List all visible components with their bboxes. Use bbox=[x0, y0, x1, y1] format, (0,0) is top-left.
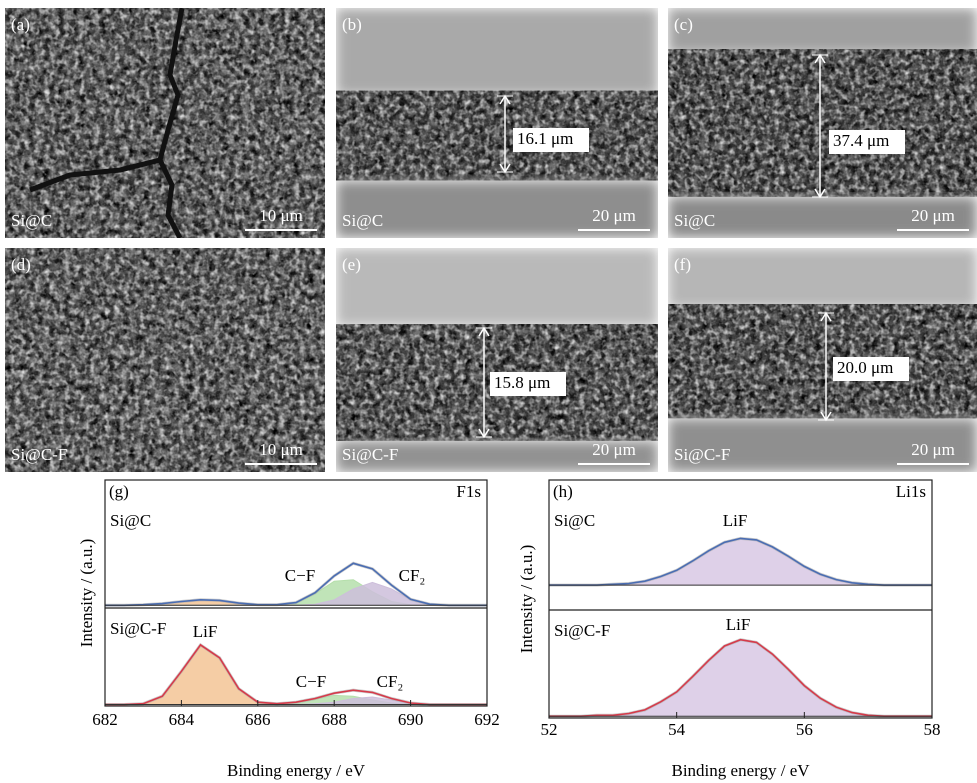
spectrum-title: F1s bbox=[456, 482, 481, 501]
x-tick-label: 684 bbox=[169, 710, 195, 729]
thickness-label: 37.4 μm bbox=[833, 131, 889, 150]
x-axis-label: Binding energy / eV bbox=[671, 761, 810, 780]
chart: Si@C C−F CF₂ Si@C-F LiF C−F CF₂ 682 684 686 688 690… bbox=[77, 480, 500, 780]
panel-label: (f) bbox=[674, 255, 691, 274]
scale-bar-label: 20 μm bbox=[911, 206, 955, 225]
sample-label: Si@C-F bbox=[674, 445, 730, 464]
sem-band bbox=[668, 248, 977, 308]
x-tick-label: 692 bbox=[474, 710, 500, 729]
x-tick-label: 686 bbox=[245, 710, 271, 729]
sem-images: (a) Si@C 10 μm (b) Si@C 20 μm 16.1 μm (c) Si@C 20… bbox=[5, 8, 977, 472]
sem-texture bbox=[336, 91, 658, 181]
sem-panel: (f) Si@C-F 20 μm 20.0 μm bbox=[668, 248, 977, 472]
x-tick-label: 54 bbox=[668, 720, 686, 739]
sem-texture bbox=[668, 49, 977, 196]
sem-band bbox=[668, 8, 977, 54]
sem-texture bbox=[668, 304, 977, 418]
sem-image bbox=[5, 248, 325, 472]
sample-label: Si@C-F bbox=[110, 619, 166, 638]
scale-bar-label: 10 μm bbox=[259, 206, 303, 225]
sample-label: Si@C-F bbox=[342, 445, 398, 464]
panel-label: (e) bbox=[342, 255, 361, 274]
sample-label: Si@C-F bbox=[11, 445, 67, 464]
sem-panel: (e) Si@C-F 20 μm 15.8 μm bbox=[336, 248, 658, 472]
scale-bar-label: 20 μm bbox=[592, 440, 636, 459]
y-axis-label: Intensity / (a.u.) bbox=[517, 545, 536, 654]
chart: Si@C LiF Si@C-F LiF 52 54 56 58 (h) Li1s Binding e… bbox=[517, 480, 941, 780]
sample-label: Si@C bbox=[110, 511, 151, 530]
sem-panel: (a) Si@C 10 μm bbox=[5, 8, 325, 238]
sample-label: Si@C bbox=[554, 511, 595, 530]
peak-label: C−F bbox=[285, 566, 315, 585]
sample-label: Si@C bbox=[11, 211, 52, 230]
sem-panel: (c) Si@C 20 μm 37.4 μm bbox=[668, 8, 977, 238]
panel-label: (a) bbox=[11, 15, 30, 34]
sample-label: Si@C bbox=[342, 211, 383, 230]
scale-bar-label: 10 μm bbox=[259, 440, 303, 459]
sem-panel: (d) Si@C-F 10 μm bbox=[5, 248, 325, 472]
y-axis-label: Intensity / (a.u.) bbox=[77, 539, 96, 648]
sem-band bbox=[336, 8, 658, 95]
sem-texture bbox=[5, 8, 325, 238]
sem-image bbox=[5, 8, 325, 238]
peak-label: LiF bbox=[193, 622, 218, 641]
panel-label: (g) bbox=[109, 482, 129, 501]
xps-charts: Si@C C−F CF₂ Si@C-F LiF C−F CF₂ 682 684 686 688 690… bbox=[77, 480, 941, 780]
peak-label: CF₂ bbox=[399, 566, 426, 585]
panel-label: (d) bbox=[11, 255, 31, 274]
peak-label: CF₂ bbox=[377, 672, 404, 691]
sample-label: Si@C bbox=[674, 211, 715, 230]
x-tick-label: 52 bbox=[541, 720, 558, 739]
x-tick-label: 58 bbox=[924, 720, 941, 739]
x-tick-label: 688 bbox=[321, 710, 347, 729]
sem-image bbox=[336, 8, 658, 238]
panel-label: (c) bbox=[674, 15, 693, 34]
scale-bar-label: 20 μm bbox=[911, 440, 955, 459]
sem-image bbox=[668, 8, 977, 238]
panel-label: (b) bbox=[342, 15, 362, 34]
sample-label: Si@C-F bbox=[554, 621, 610, 640]
sem-image bbox=[668, 248, 977, 472]
peak-label: LiF bbox=[726, 615, 751, 634]
thickness-label: 15.8 μm bbox=[494, 373, 550, 392]
x-tick-label: 690 bbox=[398, 710, 424, 729]
peak-label: LiF bbox=[723, 511, 748, 530]
component-area bbox=[549, 538, 932, 585]
thickness-label: 20.0 μm bbox=[837, 358, 893, 377]
sem-image bbox=[336, 248, 658, 472]
sem-panel: (b) Si@C 20 μm 16.1 μm bbox=[336, 8, 658, 238]
sem-texture bbox=[5, 248, 325, 472]
spectrum-title: Li1s bbox=[896, 482, 926, 501]
scale-bar-label: 20 μm bbox=[592, 206, 636, 225]
figure: (a) Si@C 10 μm (b) Si@C 20 μm 16.1 μm (c) Si@C 20… bbox=[0, 0, 977, 783]
x-axis-label: Binding energy / eV bbox=[227, 761, 366, 780]
peak-label: C−F bbox=[296, 672, 326, 691]
panel-label: (h) bbox=[553, 482, 573, 501]
component-area bbox=[549, 640, 932, 717]
sem-band bbox=[336, 248, 658, 326]
x-tick-label: 682 bbox=[92, 710, 118, 729]
x-tick-label: 56 bbox=[796, 720, 813, 739]
thickness-label: 16.1 μm bbox=[517, 129, 573, 148]
